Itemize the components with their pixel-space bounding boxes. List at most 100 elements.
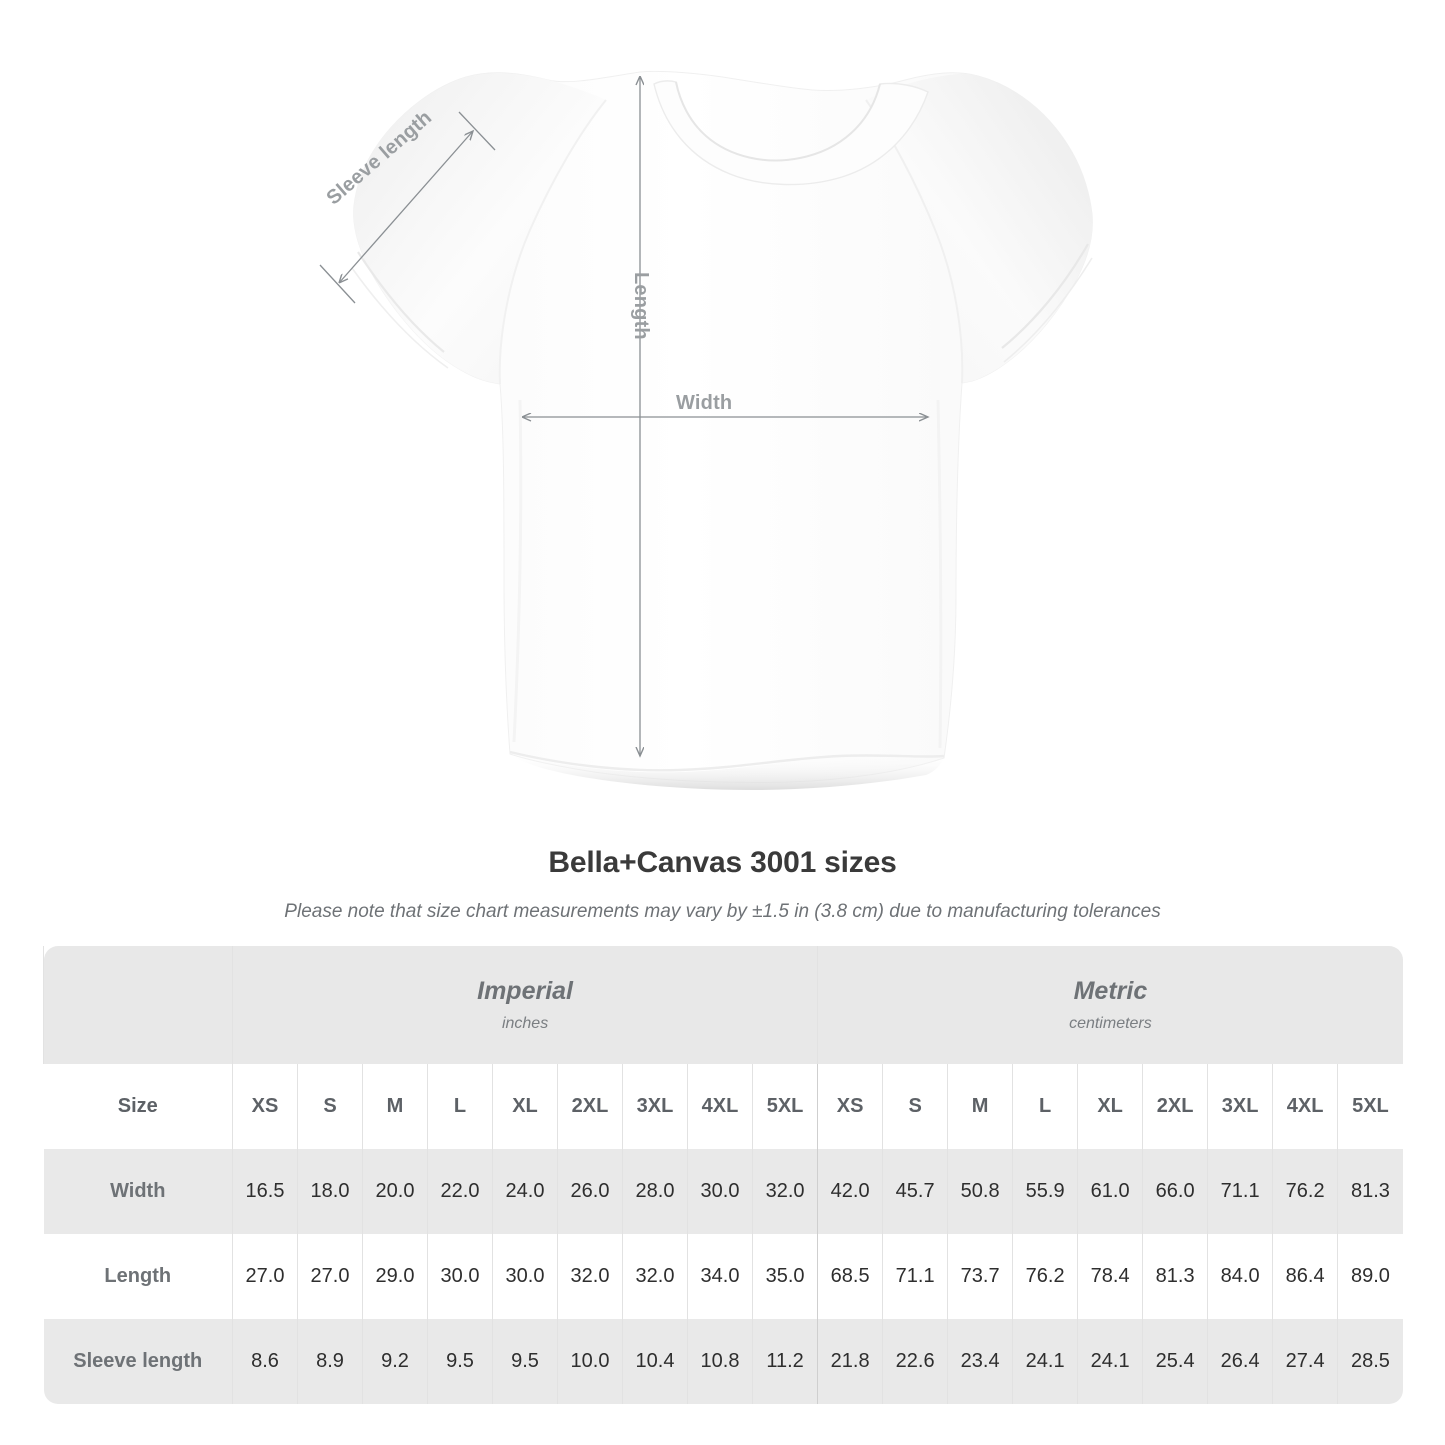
- cell-width-imperial-5xl: 32.0: [751, 1149, 818, 1234]
- size-header-imperial-xs: XS: [232, 1064, 298, 1149]
- cell-length-metric-3xl: 84.0: [1207, 1234, 1273, 1319]
- cell-length-metric-4xl: 86.4: [1272, 1234, 1338, 1319]
- cell-width-metric-m: 50.8: [947, 1149, 1013, 1234]
- dimension-lines: [319, 76, 928, 756]
- row-label-size: Size: [43, 1064, 233, 1149]
- sleeve-tick-lower: [319, 264, 356, 304]
- table-row-width: Width 16.5 18.0 20.0 22.0 24.0 26.0 28.0 30.0 32.…: [43, 1149, 1403, 1234]
- cell-width-metric-l: 55.9: [1012, 1149, 1078, 1234]
- cell-sleeve-length-imperial-l: 9.5: [427, 1319, 493, 1404]
- cell-length-metric-m: 73.7: [947, 1234, 1013, 1319]
- cell-length-imperial-2xl: 32.0: [557, 1234, 623, 1319]
- size-header-metric-xl: XL: [1077, 1064, 1143, 1149]
- unit-name-metric: Metric: [1073, 977, 1148, 1005]
- cell-length-imperial-s: 27.0: [297, 1234, 363, 1319]
- size-chart-table: Imperial inches Metric centimeters Size XS S M L…: [43, 946, 1403, 1404]
- cell-sleeve-length-imperial-3xl: 10.4: [622, 1319, 688, 1404]
- cell-length-imperial-l: 30.0: [427, 1234, 493, 1319]
- cell-sleeve-length-metric-2xl: 25.4: [1142, 1319, 1208, 1404]
- cell-sleeve-length-imperial-2xl: 10.0: [557, 1319, 623, 1404]
- size-header-metric-3xl: 3XL: [1207, 1064, 1273, 1149]
- cell-width-metric-3xl: 71.1: [1207, 1149, 1273, 1234]
- cell-width-imperial-l: 22.0: [427, 1149, 493, 1234]
- size-header-metric-s: S: [882, 1064, 948, 1149]
- cell-sleeve-length-imperial-xs: 8.6: [232, 1319, 298, 1404]
- cell-width-imperial-4xl: 30.0: [687, 1149, 753, 1234]
- sleeve-tick-upper: [458, 111, 496, 151]
- cell-sleeve-length-metric-m: 23.4: [947, 1319, 1013, 1404]
- cell-sleeve-length-imperial-m: 9.2: [362, 1319, 428, 1404]
- cell-sleeve-length-metric-4xl: 27.4: [1272, 1319, 1338, 1404]
- cell-width-metric-5xl: 81.3: [1337, 1149, 1403, 1234]
- size-header-imperial-l: L: [427, 1064, 493, 1149]
- cell-sleeve-length-metric-5xl: 28.5: [1337, 1319, 1403, 1404]
- cell-length-metric-l: 76.2: [1012, 1234, 1078, 1319]
- table-row-size-header: Size XS S M L XL 2XL 3XL 4XL 5XL XS S M L XL 2XL 3XL 4XL 5…: [43, 1064, 1403, 1149]
- size-header-imperial-s: S: [297, 1064, 363, 1149]
- size-header-imperial-m: M: [362, 1064, 428, 1149]
- unit-header-row: Imperial inches Metric centimeters: [43, 946, 1403, 1064]
- unit-header-imperial: Imperial inches: [231, 946, 818, 1064]
- cell-width-imperial-xs: 16.5: [232, 1149, 298, 1234]
- size-header-imperial-4xl: 4XL: [687, 1064, 753, 1149]
- cell-sleeve-length-imperial-s: 8.9: [297, 1319, 363, 1404]
- cell-width-imperial-xl: 24.0: [492, 1149, 558, 1234]
- size-header-metric-2xl: 2XL: [1142, 1064, 1208, 1149]
- table-row-length: Length 27.0 27.0 29.0 30.0 30.0 32.0 32.0 34.0 35…: [43, 1234, 1403, 1319]
- shirt-body-shape: [351, 70, 1093, 790]
- tshirt-measurement-diagram: Sleeve length Length Width: [319, 70, 1093, 790]
- cell-length-imperial-5xl: 35.0: [751, 1234, 818, 1319]
- cell-length-imperial-xl: 30.0: [492, 1234, 558, 1319]
- cell-length-imperial-m: 29.0: [362, 1234, 428, 1319]
- cell-width-metric-xl: 61.0: [1077, 1149, 1143, 1234]
- unit-header-spacer: [43, 946, 233, 1064]
- cell-length-imperial-xs: 27.0: [232, 1234, 298, 1319]
- size-header-metric-m: M: [947, 1064, 1013, 1149]
- cell-width-imperial-s: 18.0: [297, 1149, 363, 1234]
- size-header-metric-l: L: [1012, 1064, 1078, 1149]
- cell-width-imperial-3xl: 28.0: [622, 1149, 688, 1234]
- cell-length-metric-xl: 78.4: [1077, 1234, 1143, 1319]
- page-title: Bella+Canvas 3001 sizes: [548, 846, 897, 879]
- size-header-metric-4xl: 4XL: [1272, 1064, 1338, 1149]
- unit-sub-metric: centimeters: [1069, 1015, 1152, 1032]
- table-row-sleeve-length: Sleeve length 8.6 8.9 9.2 9.5 9.5 10.0 10.4 10.8…: [43, 1319, 1403, 1404]
- cell-length-imperial-3xl: 32.0: [622, 1234, 688, 1319]
- unit-header-metric: Metric centimeters: [817, 946, 1403, 1064]
- cell-sleeve-length-imperial-4xl: 10.8: [687, 1319, 753, 1404]
- cell-sleeve-length-metric-3xl: 26.4: [1207, 1319, 1273, 1404]
- tolerance-note: Please note that size chart measurements…: [284, 901, 1161, 922]
- cell-width-metric-s: 45.7: [882, 1149, 948, 1234]
- width-label: Width: [676, 392, 733, 414]
- cell-length-metric-5xl: 89.0: [1337, 1234, 1403, 1319]
- cell-sleeve-length-imperial-xl: 9.5: [492, 1319, 558, 1404]
- cell-width-metric-2xl: 66.0: [1142, 1149, 1208, 1234]
- size-header-metric-xs: XS: [817, 1064, 883, 1149]
- cell-sleeve-length-metric-xl: 24.1: [1077, 1319, 1143, 1404]
- cell-length-metric-s: 71.1: [882, 1234, 948, 1319]
- cell-sleeve-length-metric-l: 24.1: [1012, 1319, 1078, 1404]
- size-header-imperial-5xl: 5XL: [751, 1064, 818, 1149]
- cell-sleeve-length-metric-s: 22.6: [882, 1319, 948, 1404]
- size-chart-table-wrapper: Imperial inches Metric centimeters Size XS S M L…: [43, 946, 1403, 1404]
- cell-width-imperial-m: 20.0: [362, 1149, 428, 1234]
- cell-sleeve-length-imperial-5xl: 11.2: [751, 1319, 818, 1404]
- cell-width-metric-xs: 42.0: [817, 1149, 883, 1234]
- unit-sub-imperial: inches: [501, 1015, 549, 1032]
- size-header-metric-5xl: 5XL: [1337, 1064, 1403, 1149]
- tshirt-illustration: [319, 70, 1093, 790]
- cell-length-metric-xs: 68.5: [817, 1234, 883, 1319]
- size-header-imperial-2xl: 2XL: [557, 1064, 623, 1149]
- row-label-width: Width: [43, 1149, 233, 1234]
- sleeve-dimension-arrow: [339, 131, 473, 283]
- row-label-sleeve-length: Sleeve length: [43, 1319, 233, 1404]
- cell-sleeve-length-metric-xs: 21.8: [817, 1319, 883, 1404]
- cell-length-metric-2xl: 81.3: [1142, 1234, 1208, 1319]
- unit-name-imperial: Imperial: [477, 977, 573, 1005]
- size-header-imperial-3xl: 3XL: [622, 1064, 688, 1149]
- row-label-length: Length: [43, 1234, 233, 1319]
- cell-width-imperial-2xl: 26.0: [557, 1149, 623, 1234]
- cell-length-imperial-4xl: 34.0: [687, 1234, 753, 1319]
- cell-width-metric-4xl: 76.2: [1272, 1149, 1338, 1234]
- title-block: Bella+Canvas 3001 sizes Please note that…: [0, 846, 1445, 923]
